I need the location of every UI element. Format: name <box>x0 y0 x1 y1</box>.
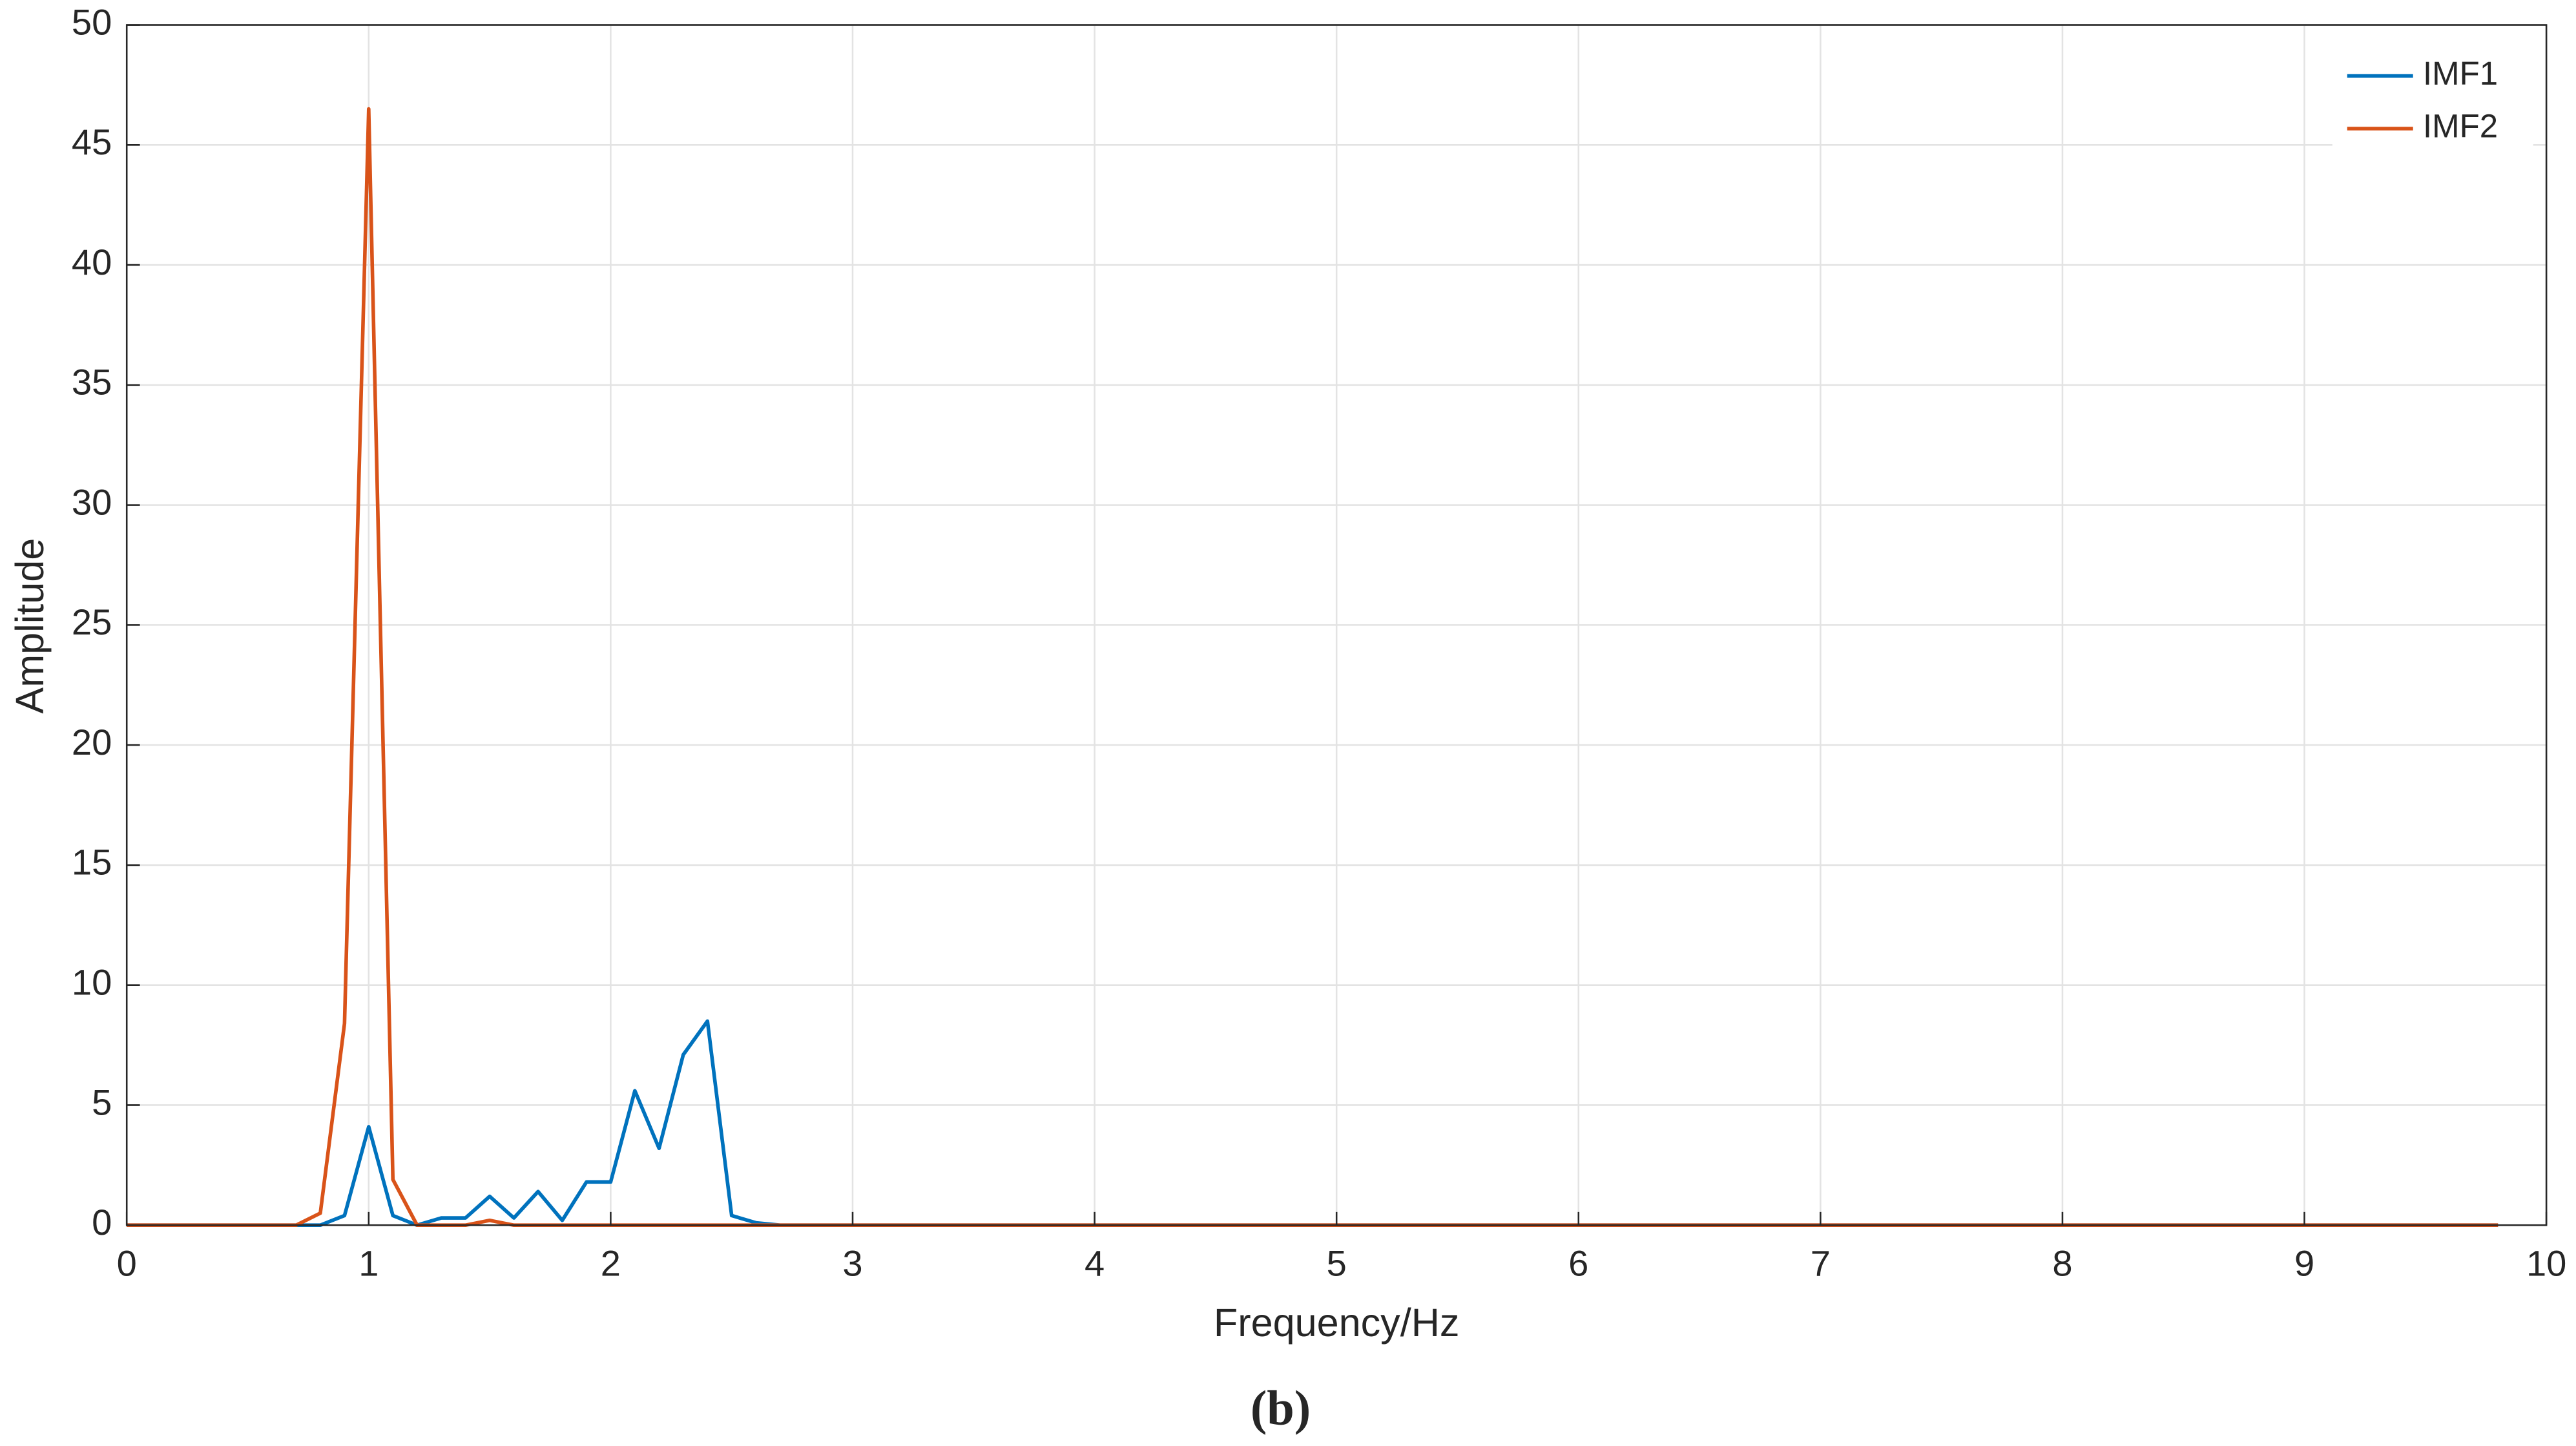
y-axis-label: Amplitude <box>8 538 52 714</box>
x-tick-label: 1 <box>358 1243 379 1284</box>
legend-box <box>2332 46 2533 175</box>
x-tick-label: 0 <box>117 1243 137 1284</box>
x-tick-label: 9 <box>2294 1243 2314 1284</box>
x-tick-label: 7 <box>1811 1243 1831 1284</box>
y-tick-label: 25 <box>72 602 112 642</box>
y-tick-label: 40 <box>72 242 112 282</box>
y-tick-label: 15 <box>72 842 112 883</box>
y-tick-label: 50 <box>72 1 112 42</box>
legend: IMF1 IMF2 <box>2332 46 2533 175</box>
x-tick-label: 10 <box>2526 1243 2566 1284</box>
y-tick-label: 10 <box>72 961 112 1002</box>
y-tick-label: 5 <box>92 1082 112 1122</box>
x-tick-label: 6 <box>1568 1243 1588 1284</box>
y-tick-label: 45 <box>72 121 112 162</box>
caption: (b) <box>1251 1380 1311 1435</box>
y-tick-label: 35 <box>72 362 112 403</box>
legend-label: IMF1 <box>2423 55 2498 92</box>
y-tick-label: 20 <box>72 722 112 762</box>
x-axis-label: Frequency/Hz <box>1214 1301 1460 1345</box>
x-tick-label: 3 <box>842 1243 862 1284</box>
y-tick-label: 0 <box>92 1202 112 1242</box>
x-tick-label: 4 <box>1085 1243 1105 1284</box>
x-tick-label: 5 <box>1327 1243 1347 1284</box>
legend-label: IMF2 <box>2423 108 2498 145</box>
x-tick-label: 2 <box>601 1243 621 1284</box>
y-tick-label: 30 <box>72 481 112 522</box>
x-tick-label: 8 <box>2052 1243 2072 1284</box>
